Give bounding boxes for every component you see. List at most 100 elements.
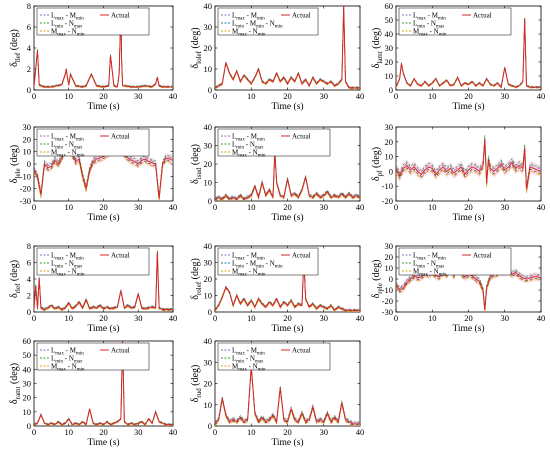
- series-actual: [396, 138, 541, 190]
- subplot-rlef: 0 10 20 30 40 0 2 4 6 8 Time (s) δrlef (deg) Lmax - …: [9, 241, 177, 334]
- legend-box: [217, 128, 331, 157]
- svg-text:Lmin - Nmax: Lmin - Nmax: [51, 141, 83, 151]
- series-actual: [34, 9, 173, 88]
- svg-text:Lmax - Mmin: Lmax - Mmin: [232, 347, 265, 357]
- svg-text:Mmax - Nmin: Mmax - Nmin: [51, 363, 85, 373]
- y-tick-label: 0: [208, 307, 212, 317]
- y-tick-label: 30: [204, 22, 213, 32]
- y-tick-label: 30: [23, 122, 32, 132]
- series-lmax-mmax: [34, 146, 173, 201]
- y-tick-label: 4: [27, 43, 32, 53]
- x-tick-label: 10: [428, 202, 437, 212]
- y-tick-label: 0: [27, 159, 31, 169]
- series-mmax-nmin: [215, 152, 360, 201]
- x-tick-label: 0: [32, 313, 36, 323]
- svg-text:Lmin - Nmax: Lmin - Nmax: [232, 355, 264, 365]
- series-lmin-nmax: [396, 135, 541, 186]
- y-axis-label: δramt (deg): [9, 363, 22, 404]
- series-lmax-mmin: [215, 150, 360, 199]
- y-axis-label: δrolef (deg): [190, 258, 203, 300]
- x-tick-label: 30: [134, 91, 143, 101]
- svg-text:Mmax - Nmin: Mmax - Nmin: [413, 28, 447, 38]
- x-tick-label: 0: [32, 202, 36, 212]
- y-tick-label: 20: [23, 393, 32, 403]
- x-tick-label: 30: [501, 91, 510, 101]
- x-tick-label: 10: [428, 313, 437, 323]
- x-tick-label: 40: [537, 91, 546, 101]
- legend-label: Actual: [111, 12, 130, 20]
- y-axis-label: δllef (deg): [9, 29, 22, 67]
- subplot-rolef: 0 10 20 30 40 0 10 20 30 40 Time (s) δrolef (deg) Lm…: [190, 241, 364, 334]
- y-axis-label: δisud (deg): [190, 144, 203, 184]
- y-tick-label: 30: [204, 258, 213, 268]
- x-tick-label: 20: [464, 202, 473, 212]
- x-tick-label: 40: [169, 427, 178, 437]
- y-tick-label: 10: [204, 400, 213, 410]
- series-lmin-nmax: [396, 257, 541, 308]
- legend-box: [217, 7, 319, 36]
- y-tick-label: 30: [204, 141, 213, 151]
- y-tick-label: 40: [204, 241, 213, 251]
- y-tick-label: 0: [208, 421, 212, 431]
- y-tick-label: 60: [385, 1, 394, 11]
- svg-text:Lmax - Mmin: Lmax - Mmin: [51, 133, 84, 143]
- svg-text:Lmin - Nmax: Lmin - Nmax: [413, 20, 445, 30]
- y-tick-label: 20: [204, 379, 213, 389]
- y-tick-label: 30: [204, 357, 213, 367]
- x-tick-label: 20: [99, 202, 108, 212]
- x-tick-label: 20: [464, 313, 473, 323]
- x-axis-label: Time (s): [452, 323, 484, 334]
- y-tick-label: 20: [204, 274, 213, 284]
- x-tick-label: 40: [537, 313, 546, 323]
- x-axis-label: Time (s): [271, 437, 303, 448]
- series-actual: [215, 151, 360, 200]
- y-tick-label: 20: [23, 134, 32, 144]
- legend-label: Actual: [473, 252, 492, 260]
- legend-label: Actual: [292, 252, 311, 260]
- subplot-pf: 0 10 20 30 40 -20 -10 0 10 20 30 Time (s) δpf (deg): [371, 122, 545, 223]
- y-axis-label: δrud (deg): [190, 365, 203, 403]
- x-axis-label: Time (s): [452, 101, 484, 112]
- svg-text:Mmax - Nmin: Mmax - Nmin: [232, 268, 266, 278]
- svg-text:Mmax - Nmin: Mmax - Nmin: [232, 363, 266, 373]
- legend: Lmax - Mmin Actual Lmin - Mmin - NminMmax …: [217, 7, 319, 38]
- x-tick-label: 0: [213, 313, 217, 323]
- series-mmax-nmin: [34, 341, 173, 426]
- y-tick-label: -30: [382, 307, 393, 317]
- series-actual: [34, 341, 173, 426]
- svg-text:Lmax - Mmin: Lmax - Mmin: [51, 12, 84, 22]
- y-tick-label: 8: [27, 1, 31, 11]
- x-axis-label: Time (s): [452, 212, 484, 223]
- legend-box: [36, 342, 150, 371]
- y-tick-label: 0: [27, 421, 31, 431]
- y-tick-label: 4: [27, 274, 32, 284]
- legend-label: Actual: [292, 347, 311, 355]
- svg-text:Lmin - Nmax: Lmin - Nmax: [51, 20, 83, 30]
- y-tick-label: 20: [204, 43, 213, 53]
- y-tick-label: 50: [23, 350, 32, 360]
- y-tick-label: 0: [389, 274, 393, 284]
- series-mmax-nmin: [396, 262, 541, 312]
- y-tick-label: 10: [385, 71, 394, 81]
- x-axis-label: Time (s): [87, 212, 119, 223]
- legend-box: [217, 342, 331, 371]
- series-lmax-mmin: [396, 258, 541, 309]
- y-tick-label: 40: [204, 1, 213, 11]
- series-actual: [396, 18, 541, 89]
- y-tick-label: 20: [204, 159, 213, 169]
- x-tick-label: 0: [32, 427, 36, 437]
- y-tick-label: -10: [382, 285, 393, 295]
- subplot-rud: 0 10 20 30 40 0 10 20 30 40 Time (s) δrud (deg) Lmax…: [190, 336, 364, 448]
- legend-box: [36, 7, 150, 36]
- x-tick-label: 40: [356, 202, 365, 212]
- x-axis-label: Time (s): [87, 437, 119, 448]
- svg-text:Mmax - Nmin: Mmax - Nmin: [413, 268, 447, 278]
- svg-text:Lmax - Mmin: Lmax - Mmin: [232, 12, 265, 22]
